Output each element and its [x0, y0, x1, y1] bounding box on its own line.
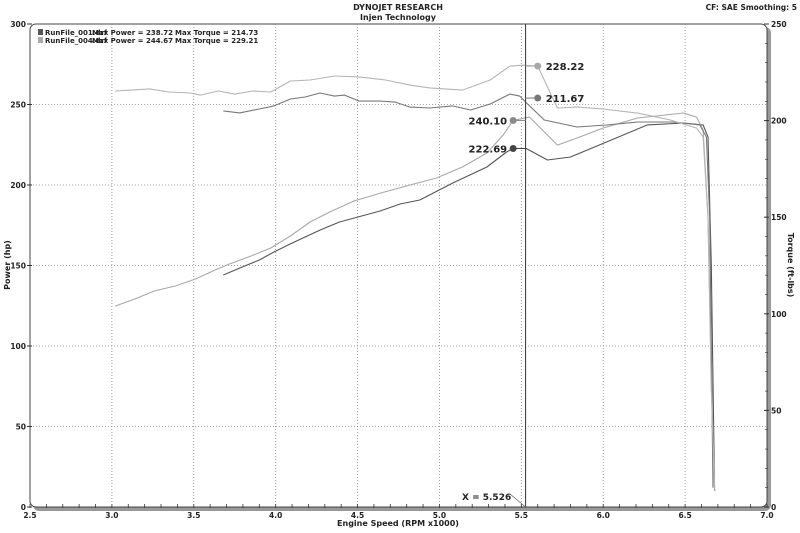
cursor-label-leader [509, 493, 526, 508]
y2-tick-label: 200 [771, 117, 787, 126]
annotation-marker [534, 62, 542, 70]
y-tick-label: 150 [10, 262, 26, 271]
x-tick-label: 6.0 [597, 511, 610, 520]
annotation-marker [509, 116, 517, 124]
power-curve-runfile-001-drf [223, 122, 716, 491]
y-axis-label: Power (hp) [3, 240, 12, 290]
legend-torque-2: Max Torque = 229.21 [175, 37, 258, 45]
y2-axis-label: Torque (ft-lbs) [786, 233, 795, 298]
annotation-marker [509, 144, 517, 152]
annotation-label: 228.22 [546, 62, 585, 73]
legend: RunFile_001.drf Max Power = 238.72 Max T… [38, 29, 258, 45]
legend-file-2: RunFile_004.drf [45, 37, 108, 45]
x-tick-label: 6.5 [678, 511, 691, 520]
legend-torque-1: Max Torque = 214.73 [175, 29, 258, 37]
x-tick-label: 5.5 [515, 511, 528, 520]
annotation-label: 240.10 [469, 116, 508, 127]
power-curve-runfile-004-drf [115, 112, 716, 491]
x-axis-label: Engine Speed (RPM x1000) [337, 519, 459, 528]
annotation-marker [534, 94, 542, 102]
chart-subtitle: Injen Technology [360, 13, 437, 22]
legend-file-1: RunFile_001.drf [45, 29, 108, 37]
y2-tick-label: 50 [771, 406, 781, 415]
x-tick-label: 4.5 [351, 511, 364, 520]
x-tick-label: 5.0 [433, 511, 446, 520]
y-tick-label: 100 [10, 342, 26, 351]
chart-title: DYNOJET RESEARCH [353, 3, 443, 12]
x-tick-label: 3.5 [187, 511, 200, 520]
torque-curve-runfile-004-drf [115, 64, 716, 488]
y2-tick-label: 100 [771, 310, 787, 319]
y2-tick-label: 150 [771, 213, 787, 222]
legend-swatch-1 [38, 29, 43, 35]
legend-power-1: Max Power = 238.72 [92, 29, 173, 37]
torque-curve-runfile-001-drf [223, 92, 714, 488]
y-tick-label: 50 [16, 423, 26, 432]
settings-text: CF: SAE Smoothing: 5 [706, 3, 797, 12]
x-tick-label: 4.0 [269, 511, 282, 520]
x-tick-label: 2.5 [23, 511, 36, 520]
legend-swatch-2 [38, 37, 43, 43]
y2-tick-label: 0 [771, 503, 776, 512]
y2-tick-label: 250 [771, 20, 787, 29]
x-tick-label: 7.0 [760, 511, 773, 520]
y-tick-label: 0 [21, 503, 26, 512]
annotation-label: 211.67 [546, 94, 585, 105]
legend-power-2: Max Power = 244.67 [92, 37, 173, 45]
y-tick-label: 250 [10, 101, 26, 110]
x-tick-label: 3.0 [105, 511, 118, 520]
cursor-label: X = 5.526 [462, 493, 511, 503]
y-tick-label: 200 [10, 181, 26, 190]
plot-frame [29, 23, 768, 508]
annotation-label: 222.69 [469, 144, 508, 155]
y-tick-label: 300 [10, 20, 26, 29]
